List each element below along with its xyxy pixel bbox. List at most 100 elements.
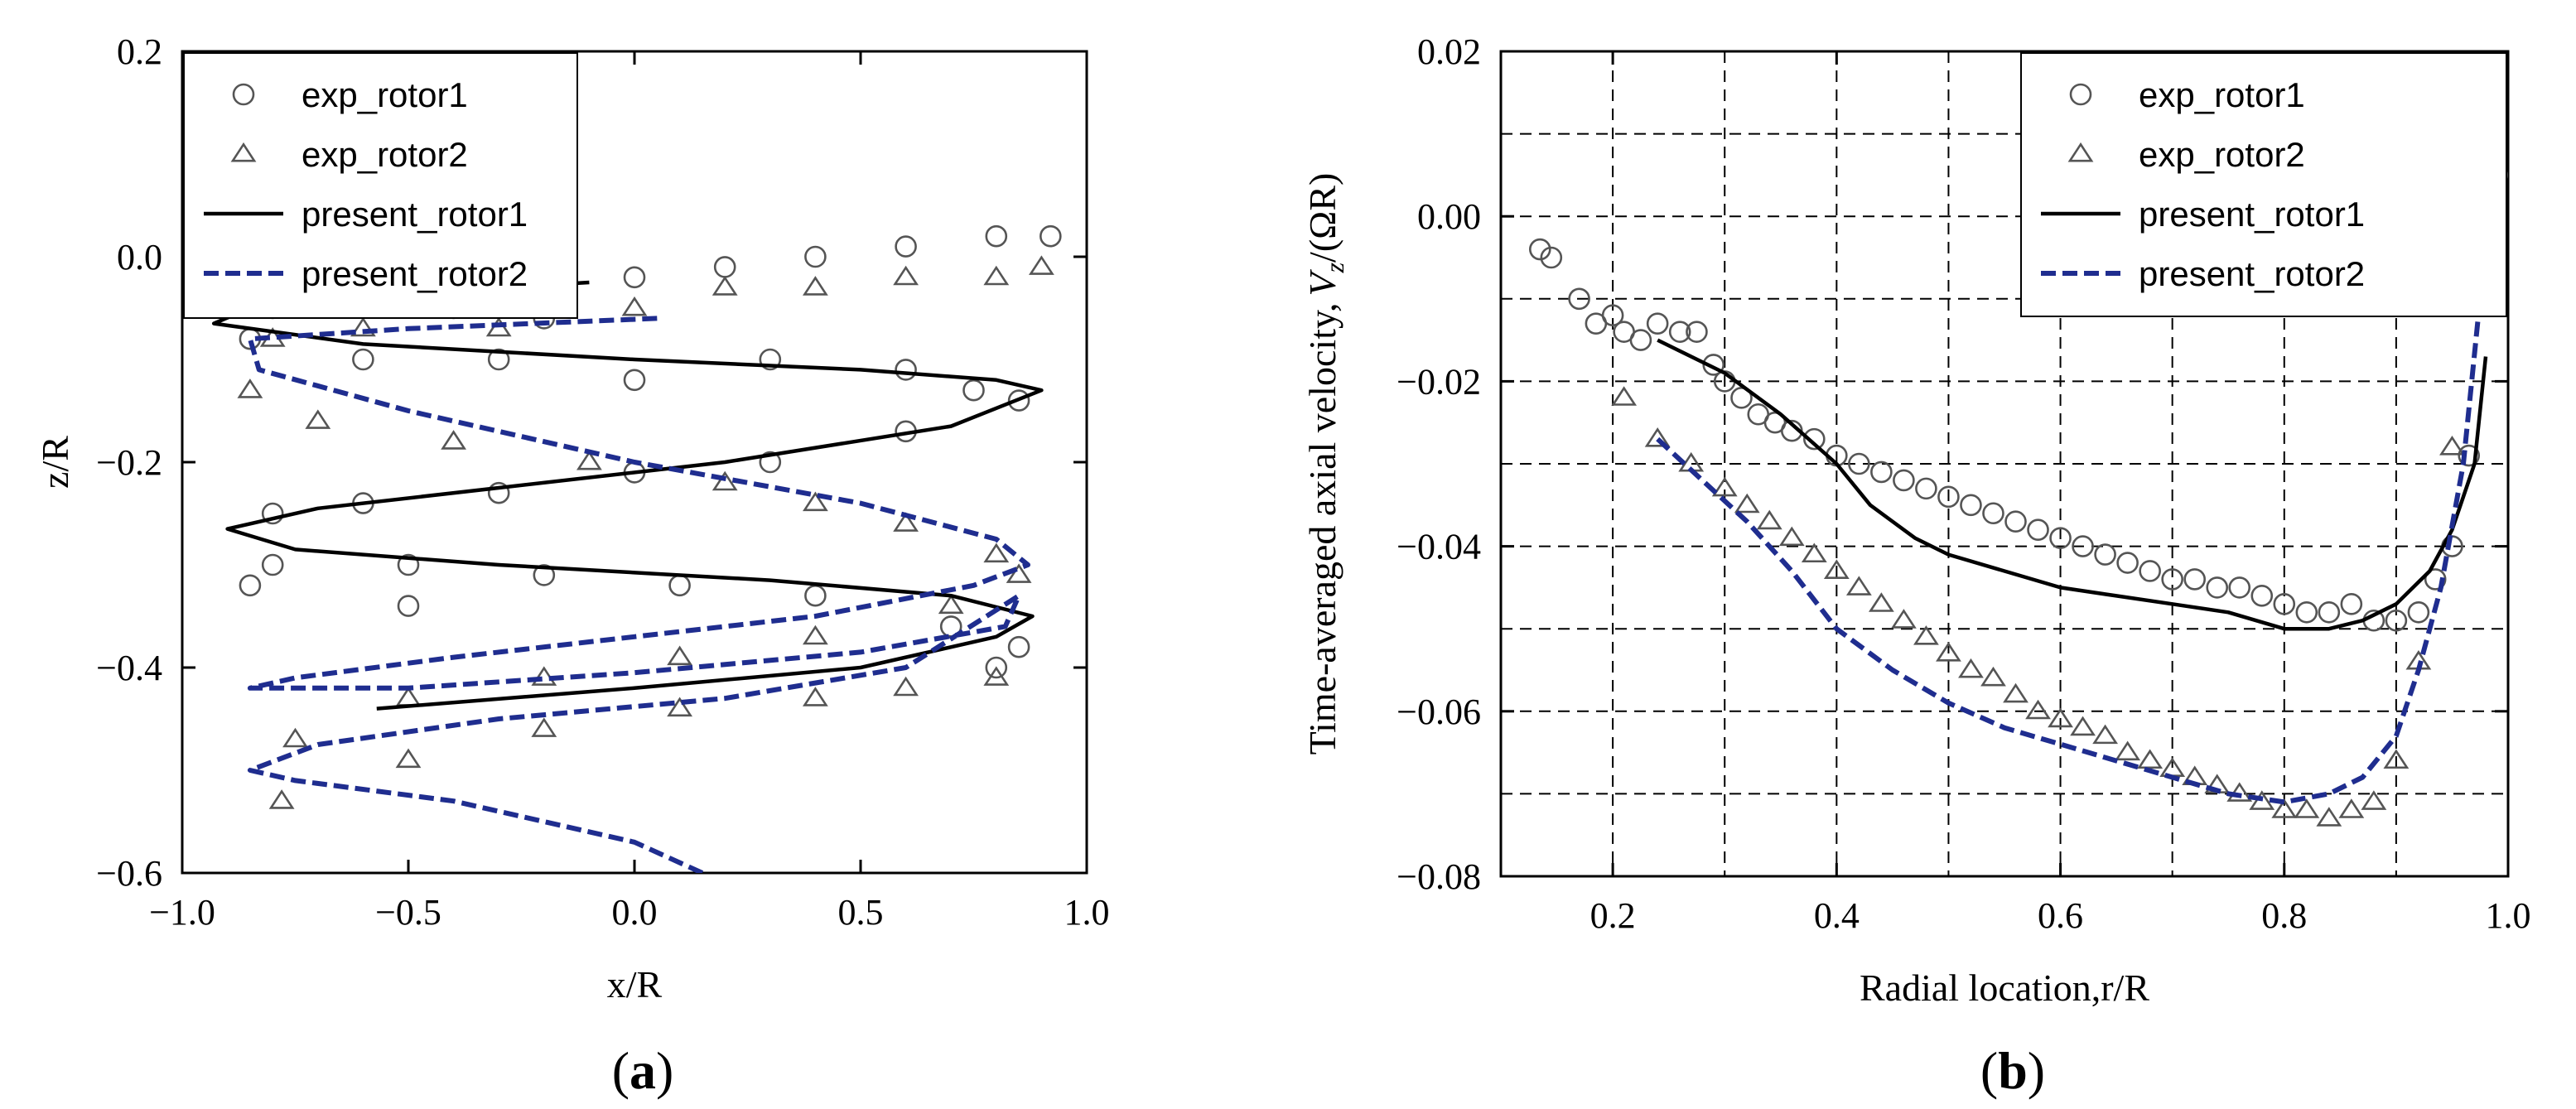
- exp_rotor2-point: [576, 450, 602, 470]
- series-exp_rotor1: [216, 224, 1062, 679]
- exp_rotor1-point: [2458, 444, 2481, 467]
- exp_rotor1-point: [1007, 389, 1030, 412]
- exp_rotor2-point: [268, 789, 295, 809]
- exp_rotor1-point: [623, 266, 646, 289]
- exp_rotor2-point: [1958, 658, 1984, 678]
- series-exp_rotor1: [1528, 164, 2508, 632]
- exp_rotor2-point: [305, 409, 331, 429]
- exp_rotor2-point: [2383, 749, 2410, 769]
- exp_rotor1-point: [2183, 568, 2206, 591]
- exp_rotor1-point: [2295, 600, 2318, 624]
- panel-a: −1.0 −0.5 0.0 0.5 1.0 −0.6 −0.4 −0.2 0.0 0.2 x/R z/…: [34, 31, 1110, 1100]
- x-tick-label: 0.5: [838, 892, 884, 933]
- y-axis-label-symbol: V: [1301, 269, 1343, 297]
- exp_rotor2-point: [983, 542, 1010, 563]
- exp_rotor2-point: [2025, 699, 2051, 720]
- legend-marker-exp_rotor1: [232, 83, 255, 106]
- exp_rotor1-point: [1686, 321, 1708, 343]
- exp_rotor2-point: [2092, 724, 2119, 745]
- exp_rotor1-point: [1730, 387, 1753, 409]
- exp_rotor1-point: [2161, 568, 2183, 591]
- legend-label: present_rotor2: [301, 254, 528, 293]
- exp_rotor2-point: [1778, 526, 1805, 547]
- exp_rotor2-point: [2137, 749, 2164, 769]
- exp_rotor1-point: [804, 245, 827, 268]
- legend-marker-exp_rotor2: [230, 142, 257, 162]
- exp_rotor2-point: [2338, 798, 2365, 818]
- exp_rotor2-point: [1890, 609, 1917, 629]
- exp_rotor2-point: [531, 717, 557, 737]
- exp_rotor1-point: [1601, 304, 1624, 327]
- exp_rotor2-point: [1823, 559, 1850, 579]
- exp_rotor1-point: [1668, 321, 1691, 343]
- exp_rotor2-point: [1711, 476, 1738, 497]
- exp_rotor1-point: [1893, 469, 1915, 492]
- exp_rotor1-point: [1007, 635, 1030, 658]
- exp_rotor1-point: [2407, 600, 2430, 624]
- legend: exp_rotor1 exp_rotor2 present_rotor1presen…: [183, 52, 578, 319]
- exp_rotor1-point: [2250, 585, 2274, 607]
- exp_rotor1-point: [804, 584, 827, 607]
- x-tick-label: 0.0: [612, 892, 658, 933]
- exp_rotor2-point: [983, 666, 1010, 686]
- y-tick-label: −0.4: [96, 648, 162, 688]
- exp_rotor1-point: [895, 235, 917, 258]
- legend-label: exp_rotor1: [2139, 75, 2305, 114]
- series-exp_rotor2: [237, 255, 1054, 809]
- exp_rotor1-point: [1960, 494, 1982, 517]
- exp_rotor2-point: [2070, 716, 2096, 736]
- exp_rotor2-point: [2249, 790, 2275, 810]
- exp_rotor2-point: [1644, 427, 1671, 447]
- exp_rotor2-point: [893, 512, 919, 532]
- exp_rotor2-point: [1868, 592, 1894, 612]
- y-tick-label: −0.06: [1397, 692, 1481, 732]
- exp_rotor1-point: [397, 595, 420, 617]
- legend-label: present_rotor1: [2139, 195, 2365, 234]
- exp_rotor1-point: [1702, 354, 1725, 376]
- x-tick-label: 1.0: [2486, 895, 2531, 936]
- exp_rotor1-point: [759, 348, 782, 371]
- exp_rotor2-point: [2271, 798, 2298, 818]
- exp_rotor1-point: [759, 451, 782, 474]
- exp_rotor2-point: [350, 316, 376, 337]
- exp_rotor1-point: [1915, 477, 1937, 500]
- exp_rotor1-point: [2072, 535, 2094, 557]
- exp_rotor2-point: [1028, 255, 1054, 275]
- exp_rotor2-point: [2361, 790, 2387, 810]
- series-present_rotor2: [1656, 183, 2488, 805]
- exp_rotor2-point: [667, 645, 693, 666]
- panel-b: 0.2 0.4 0.6 0.8 1.0 −0.08 −0.06 −0.04 −0.02 0.00 0…: [1301, 31, 2531, 1100]
- exp_rotor1-point: [397, 553, 420, 576]
- x-axis-label: x/R: [607, 963, 663, 1005]
- exp_rotor1-point: [2116, 552, 2139, 574]
- legend-box: [2020, 52, 2507, 317]
- exp_rotor1-point: [2206, 576, 2229, 599]
- exp_rotor1-point: [487, 481, 510, 504]
- exp_rotor1-point: [2385, 609, 2408, 632]
- x-axis-label: Radial location,r/R: [1860, 967, 2149, 1009]
- exp_rotor1-point: [1568, 287, 1590, 311]
- exp_rotor2-point: [802, 276, 828, 296]
- exp_rotor1-point: [713, 256, 736, 278]
- y-tick-label: −0.04: [1397, 527, 1481, 567]
- exp_rotor2-point: [1734, 493, 1760, 514]
- exp_rotor2-point: [802, 687, 828, 706]
- y-axis-label: Time-averaged axial velocity, Vz/(ΩR): [1301, 173, 1349, 755]
- exp_rotor1-point: [261, 553, 284, 576]
- exp_rotor2-point: [1980, 666, 2006, 687]
- exp_rotor1-point: [668, 574, 691, 597]
- exp_rotor2-point: [2294, 798, 2320, 818]
- x-tick-label: 1.0: [1064, 892, 1110, 933]
- exp_rotor2-point: [621, 296, 648, 316]
- exp_rotor1-point: [2049, 527, 2072, 549]
- x-tick-label: 0.6: [2038, 895, 2083, 936]
- exp_rotor2-point: [1006, 563, 1032, 583]
- exp_rotor1-point: [962, 379, 985, 402]
- exp_rotor2-point: [712, 276, 738, 296]
- x-tick-label: 0.4: [1814, 895, 1860, 936]
- exp_rotor1-point: [533, 564, 556, 586]
- exp_rotor2-point: [282, 727, 308, 748]
- exp_rotor1-point: [2027, 518, 2049, 541]
- x-tick-label: 0.2: [1590, 895, 1636, 936]
